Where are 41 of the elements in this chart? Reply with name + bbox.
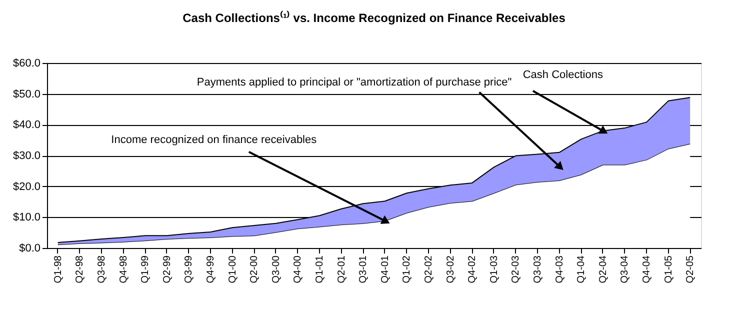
y-tick-label: $50.0 bbox=[12, 88, 40, 100]
annotation: Payments applied to principal or "amortization of purchase price" bbox=[196, 76, 512, 88]
x-tick-label: Q4-98 bbox=[118, 255, 130, 284]
x-tick-label: Q2-98 bbox=[74, 255, 86, 284]
x-tick-label: Q1-00 bbox=[227, 255, 238, 284]
y-tick-label: $10.0 bbox=[12, 212, 40, 224]
x-tick-label: Q3-00 bbox=[270, 255, 282, 284]
x-tick-label: Q4-03 bbox=[554, 255, 566, 284]
x-tick-label: Q1-03 bbox=[488, 255, 500, 284]
chart-title: Cash Collections⁽¹⁾ vs. Income Recognized on Finance Receivables bbox=[182, 10, 566, 25]
x-tick-label: Q4-99 bbox=[206, 255, 216, 284]
x-tick-label: Q2-00 bbox=[249, 255, 260, 284]
x-tick-label: Q3-01 bbox=[358, 255, 370, 284]
x-tick-label: Q2-01 bbox=[336, 255, 348, 284]
x-tick-label: Q3-04 bbox=[620, 255, 631, 284]
x-tick-label: Q1-01 bbox=[314, 255, 326, 284]
y-tick-label: $60.0 bbox=[12, 58, 40, 70]
x-tick-label: Q4-01 bbox=[380, 255, 391, 284]
x-tick-label: Q3-98 bbox=[96, 255, 108, 284]
x-tick-label: Q4-04 bbox=[642, 255, 652, 284]
x-tick-label: Q1-98 bbox=[52, 255, 64, 284]
x-tick-label: Q2-04 bbox=[598, 255, 609, 284]
annotation: Income recognized on finance receivables bbox=[111, 134, 318, 146]
x-tick-label: Q3-99 bbox=[184, 255, 195, 284]
x-tick-label: Q2-03 bbox=[510, 255, 522, 284]
x-tick-label: Q1-02 bbox=[402, 255, 413, 284]
y-tick-label: $0.0 bbox=[19, 242, 40, 254]
x-tick-label: Q4-02 bbox=[467, 255, 478, 284]
x-tick-label: Q1-04 bbox=[576, 255, 588, 284]
x-tick-label: Q1-05 bbox=[663, 255, 674, 284]
x-tick-label: Q3-02 bbox=[445, 255, 456, 284]
y-tick-label: $30.0 bbox=[12, 150, 40, 162]
x-tick-label: Q2-99 bbox=[162, 255, 173, 284]
annotation: Cash Colections bbox=[522, 68, 604, 81]
x-tick-label: Q4-00 bbox=[292, 255, 304, 284]
x-tick-label: Q3-03 bbox=[532, 255, 544, 284]
x-tick-label: Q1-99 bbox=[140, 255, 152, 284]
y-tick-label: $20.0 bbox=[12, 180, 40, 193]
x-tick-label: Q2-05 bbox=[685, 255, 696, 284]
y-tick-label: $40.0 bbox=[12, 119, 40, 132]
x-tick-label: Q2-02 bbox=[424, 255, 434, 284]
